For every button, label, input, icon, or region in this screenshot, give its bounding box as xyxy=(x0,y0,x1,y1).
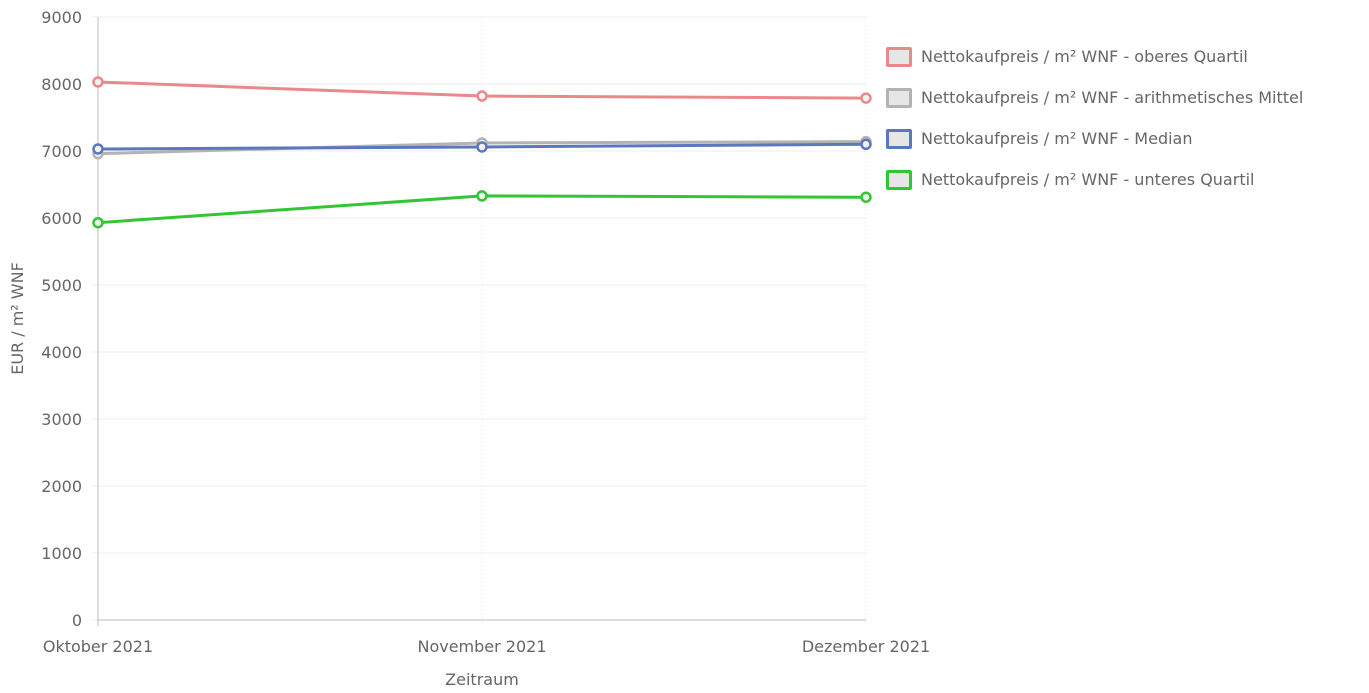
data-point xyxy=(860,191,872,203)
data-point xyxy=(92,216,104,229)
y-tick-label: 5000 xyxy=(41,276,82,295)
data-point xyxy=(476,90,488,102)
y-tick-label: 9000 xyxy=(41,8,82,27)
legend-swatch xyxy=(886,46,912,67)
legend-swatch xyxy=(886,87,912,108)
y-tick-label: 6000 xyxy=(41,209,82,228)
data-point xyxy=(860,138,872,151)
legend-label: Nettokaufpreis / m² WNF - Median xyxy=(921,129,1193,148)
legend: Nettokaufpreis / m² WNF - oberes Quartil… xyxy=(886,36,1303,200)
y-axis-ticks: 0 1000 2000 3000 4000 5000 6000 7000 8000 9000 xyxy=(41,8,82,630)
legend-swatch xyxy=(886,169,912,190)
y-tick-label: 4000 xyxy=(41,343,82,362)
grid-lines xyxy=(92,16,867,626)
y-tick-label: 3000 xyxy=(41,410,82,429)
legend-label: Nettokaufpreis / m² WNF - oberes Quartil xyxy=(921,47,1248,66)
legend-label: Nettokaufpreis / m² WNF - arithmetisches… xyxy=(921,88,1304,107)
data-point xyxy=(476,190,488,202)
data-point xyxy=(860,92,872,104)
y-tick-label: 7000 xyxy=(41,142,82,161)
legend-label: Nettokaufpreis / m² WNF - unteres Quarti… xyxy=(921,170,1255,189)
y-axis-title: EUR / m² WNF xyxy=(8,262,27,375)
data-point xyxy=(92,76,104,88)
legend-item-oberes-quartil[interactable]: Nettokaufpreis / m² WNF - oberes Quartil xyxy=(886,36,1303,77)
x-axis-title: Zeitraum xyxy=(445,670,519,689)
y-tick-label: 0 xyxy=(72,611,82,630)
y-tick-label: 2000 xyxy=(41,477,82,496)
data-point xyxy=(476,141,488,153)
legend-item-median[interactable]: Nettokaufpreis / m² WNF - Median xyxy=(886,118,1303,159)
legend-item-arithmetisches-mittel[interactable]: Nettokaufpreis / m² WNF - arithmetisches… xyxy=(886,77,1303,118)
legend-swatch xyxy=(886,128,912,149)
legend-item-unteres-quartil[interactable]: Nettokaufpreis / m² WNF - unteres Quarti… xyxy=(886,159,1303,200)
series-lines xyxy=(92,76,872,229)
x-tick-label: Oktober 2021 xyxy=(43,637,153,656)
x-tick-label: November 2021 xyxy=(417,637,546,656)
data-point xyxy=(92,143,104,155)
y-tick-label: 8000 xyxy=(41,75,82,94)
y-tick-label: 1000 xyxy=(41,544,82,563)
x-axis-ticks: Oktober 2021 November 2021 Dezember 2021 xyxy=(43,637,930,656)
axes xyxy=(97,17,866,626)
x-tick-label: Dezember 2021 xyxy=(802,637,930,656)
